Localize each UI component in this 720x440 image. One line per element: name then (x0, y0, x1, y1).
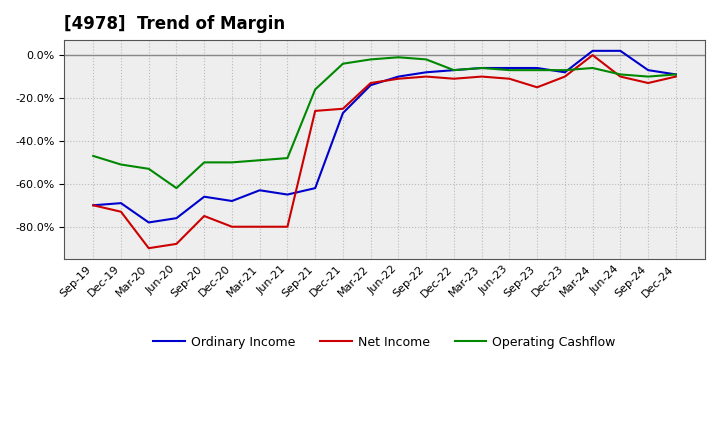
Ordinary Income (672, 72, 680, 77)
Net Income (200, 213, 209, 219)
Operating Cashflow (89, 153, 97, 158)
Operating Cashflow (588, 66, 597, 71)
Operating Cashflow (338, 61, 347, 66)
Operating Cashflow (616, 72, 625, 77)
Net Income (505, 76, 513, 81)
Net Income (283, 224, 292, 229)
Net Income (89, 203, 97, 208)
Net Income (672, 74, 680, 79)
Ordinary Income (228, 198, 236, 204)
Operating Cashflow (145, 166, 153, 172)
Ordinary Income (422, 70, 431, 75)
Net Income (366, 81, 375, 86)
Net Income (477, 74, 486, 79)
Operating Cashflow (228, 160, 236, 165)
Operating Cashflow (394, 55, 402, 60)
Line: Ordinary Income: Ordinary Income (93, 51, 676, 223)
Line: Operating Cashflow: Operating Cashflow (93, 57, 676, 188)
Operating Cashflow (477, 66, 486, 71)
Operating Cashflow (117, 162, 125, 167)
Net Income (533, 84, 541, 90)
Net Income (449, 76, 458, 81)
Ordinary Income (477, 66, 486, 71)
Ordinary Income (561, 70, 570, 75)
Operating Cashflow (533, 67, 541, 73)
Net Income (422, 74, 431, 79)
Ordinary Income (394, 74, 402, 79)
Net Income (616, 74, 625, 79)
Ordinary Income (338, 110, 347, 116)
Ordinary Income (256, 187, 264, 193)
Ordinary Income (283, 192, 292, 197)
Ordinary Income (172, 216, 181, 221)
Line: Net Income: Net Income (93, 55, 676, 248)
Ordinary Income (89, 203, 97, 208)
Operating Cashflow (200, 160, 209, 165)
Ordinary Income (200, 194, 209, 199)
Net Income (256, 224, 264, 229)
Operating Cashflow (449, 67, 458, 73)
Operating Cashflow (366, 57, 375, 62)
Net Income (117, 209, 125, 214)
Ordinary Income (616, 48, 625, 54)
Ordinary Income (644, 67, 652, 73)
Operating Cashflow (644, 74, 652, 79)
Net Income (588, 52, 597, 58)
Net Income (172, 241, 181, 246)
Net Income (644, 81, 652, 86)
Ordinary Income (117, 201, 125, 206)
Operating Cashflow (561, 67, 570, 73)
Operating Cashflow (283, 155, 292, 161)
Net Income (394, 76, 402, 81)
Ordinary Income (505, 66, 513, 71)
Text: [4978]  Trend of Margin: [4978] Trend of Margin (64, 15, 285, 33)
Operating Cashflow (672, 72, 680, 77)
Net Income (311, 108, 320, 114)
Ordinary Income (366, 83, 375, 88)
Ordinary Income (449, 67, 458, 73)
Ordinary Income (533, 66, 541, 71)
Ordinary Income (588, 48, 597, 54)
Net Income (561, 74, 570, 79)
Net Income (338, 106, 347, 111)
Ordinary Income (145, 220, 153, 225)
Operating Cashflow (172, 186, 181, 191)
Legend: Ordinary Income, Net Income, Operating Cashflow: Ordinary Income, Net Income, Operating C… (148, 331, 621, 354)
Net Income (228, 224, 236, 229)
Operating Cashflow (422, 57, 431, 62)
Operating Cashflow (311, 87, 320, 92)
Ordinary Income (311, 186, 320, 191)
Operating Cashflow (505, 67, 513, 73)
Net Income (145, 246, 153, 251)
Operating Cashflow (256, 158, 264, 163)
